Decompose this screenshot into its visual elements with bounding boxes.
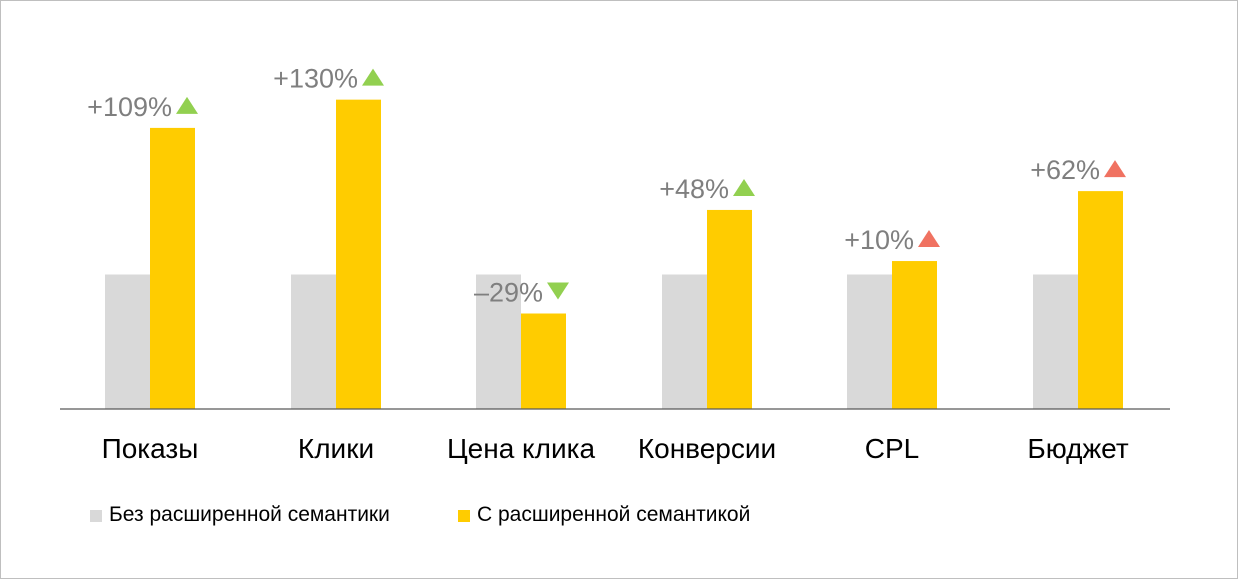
labels-layer: Показы +109% Клики +130% Цена клика –29% Конве…: [87, 64, 1129, 464]
legend-swatch: [90, 510, 102, 522]
change-label: +130%: [273, 64, 358, 94]
category-label: Цена клика: [447, 433, 596, 464]
triangle-up-icon: [362, 68, 384, 86]
bar-extended: [1078, 191, 1123, 409]
category-label: Клики: [298, 433, 374, 464]
bar-baseline: [291, 274, 336, 409]
bar-extended: [521, 313, 566, 409]
triangle-up-icon: [1104, 160, 1126, 178]
legend: Без расширенной семантики С расширенной с…: [90, 503, 750, 526]
triangle-up-icon: [176, 96, 198, 114]
legend-swatch: [458, 510, 470, 522]
bars-layer: [105, 99, 1123, 410]
legend-label: С расширенной семантикой: [477, 503, 750, 526]
bar-baseline: [662, 274, 707, 409]
category-label: Бюджет: [1027, 433, 1128, 464]
triangle-up-icon: [733, 178, 755, 196]
bar-extended: [892, 261, 937, 409]
triangle-up-icon: [918, 230, 940, 248]
change-label: +48%: [659, 174, 729, 204]
bar-baseline: [847, 274, 892, 409]
category-label: Показы: [102, 433, 199, 464]
bar-baseline: [105, 274, 150, 409]
category-label: CPL: [865, 433, 919, 464]
triangle-down-icon: [547, 282, 569, 300]
bar-extended: [150, 127, 195, 410]
category-label: Конверсии: [638, 433, 776, 464]
bar-baseline: [476, 274, 521, 409]
change-label: +62%: [1030, 155, 1100, 185]
bar-extended: [336, 99, 381, 410]
legend-label: Без расширенной семантики: [109, 503, 390, 526]
change-label: +109%: [87, 92, 172, 122]
change-label: –29%: [474, 278, 543, 308]
change-label: +10%: [844, 225, 914, 255]
bar-baseline: [1033, 274, 1078, 409]
bar-extended: [707, 209, 752, 409]
